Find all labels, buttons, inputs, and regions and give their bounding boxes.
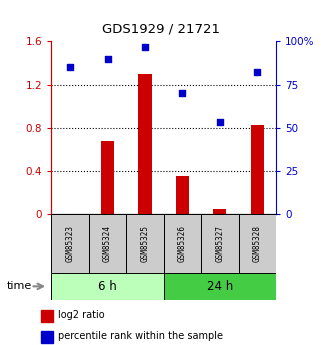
Bar xyxy=(239,214,276,273)
Text: GSM85323: GSM85323 xyxy=(65,225,74,262)
Bar xyxy=(138,74,152,214)
Bar xyxy=(41,310,53,322)
Point xyxy=(143,44,148,49)
Bar xyxy=(164,214,201,273)
Text: GSM85324: GSM85324 xyxy=(103,225,112,262)
Text: GSM85325: GSM85325 xyxy=(141,225,150,262)
Bar xyxy=(176,176,189,214)
Point xyxy=(180,90,185,96)
Text: GSM85328: GSM85328 xyxy=(253,225,262,262)
Text: GSM85326: GSM85326 xyxy=(178,225,187,262)
Point xyxy=(67,65,73,70)
Bar xyxy=(51,273,164,300)
Text: GSM85327: GSM85327 xyxy=(215,225,224,262)
Text: percentile rank within the sample: percentile rank within the sample xyxy=(57,331,222,341)
Text: GDS1929 / 21721: GDS1929 / 21721 xyxy=(101,22,220,36)
Bar xyxy=(41,331,53,343)
Bar xyxy=(251,126,264,214)
Text: 6 h: 6 h xyxy=(98,280,117,293)
Bar xyxy=(51,214,89,273)
Text: time: time xyxy=(6,282,32,291)
Text: 24 h: 24 h xyxy=(207,280,233,293)
Point xyxy=(105,56,110,61)
Point xyxy=(217,120,222,125)
Bar xyxy=(213,208,226,214)
Bar xyxy=(201,214,239,273)
Text: log2 ratio: log2 ratio xyxy=(57,310,104,320)
Point xyxy=(255,70,260,75)
Bar xyxy=(164,273,276,300)
Bar xyxy=(89,214,126,273)
Bar xyxy=(101,141,114,214)
Bar xyxy=(126,214,164,273)
